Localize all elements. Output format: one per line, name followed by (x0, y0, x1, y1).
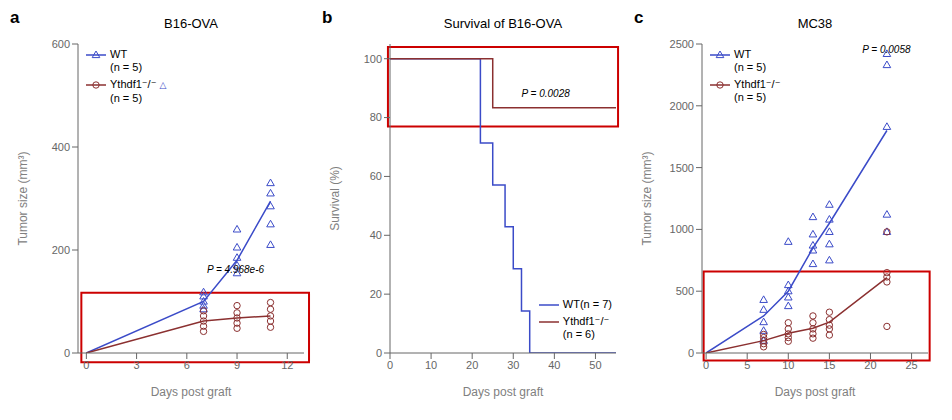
svg-text:9: 9 (234, 359, 240, 371)
svg-text:0: 0 (64, 347, 70, 359)
svg-text:0: 0 (703, 359, 709, 371)
svg-text:P = 0.0058: P = 0.0058 (862, 44, 911, 55)
svg-text:15: 15 (823, 359, 835, 371)
svg-text:500: 500 (676, 285, 694, 297)
html-text:Ythdf1⁻/⁻ △: Ythdf1⁻/⁻ △ (110, 78, 167, 90)
html-text:(n = 6): (n = 6) (562, 328, 595, 340)
html-text:c: c (634, 8, 644, 27)
html-text:MC38: MC38 (797, 16, 833, 31)
html-text:WT: WT (734, 48, 752, 60)
svg-text:200: 200 (52, 244, 70, 256)
svg-text:100: 100 (364, 53, 382, 65)
svg-text:3: 3 (134, 359, 140, 371)
svg-text:0: 0 (376, 347, 382, 359)
html-text:a: a (10, 8, 20, 27)
html-text:Ythdf1⁻/⁻: Ythdf1⁻/⁻ (562, 315, 610, 327)
svg-text:0: 0 (688, 347, 694, 359)
svg-text:20: 20 (864, 359, 876, 371)
svg-text:5: 5 (744, 359, 750, 371)
svg-text:10: 10 (425, 359, 437, 371)
svg-text:40: 40 (370, 229, 382, 241)
svg-text:Days post graft: Days post graft (151, 385, 232, 399)
html-text:(n = 5): (n = 5) (110, 92, 143, 104)
html-text:WT: WT (110, 48, 128, 60)
svg-text:Days post graft: Days post graft (463, 385, 544, 399)
svg-text:Days post graft: Days post graft (775, 385, 856, 399)
svg-text:Survival (%): Survival (%) (328, 166, 342, 231)
svg-text:Tumor size (mm³): Tumor size (mm³) (16, 151, 30, 245)
svg-text:0: 0 (83, 359, 89, 371)
svg-text:2500: 2500 (670, 38, 694, 50)
html-text:(n = 5): (n = 5) (110, 61, 143, 73)
svg-text:10: 10 (782, 359, 794, 371)
svg-text:20: 20 (466, 359, 478, 371)
svg-text:1500: 1500 (670, 162, 694, 174)
html-text:(n = 5): (n = 5) (734, 91, 767, 103)
svg-text:60: 60 (370, 170, 382, 182)
html-text:Ythdf1⁻/⁻: Ythdf1⁻/⁻ (734, 78, 781, 90)
svg-text:12: 12 (281, 359, 293, 371)
svg-text:Tumor size (mm³): Tumor size (mm³) (640, 151, 654, 245)
svg-text:0: 0 (387, 359, 393, 371)
svg-text:80: 80 (370, 111, 382, 123)
svg-text:1000: 1000 (670, 223, 694, 235)
svg-text:20: 20 (370, 288, 382, 300)
svg-text:30: 30 (507, 359, 519, 371)
svg-text:50: 50 (589, 359, 601, 371)
html-text:b: b (322, 8, 333, 27)
svg-text:P = 0.0028: P = 0.0028 (521, 88, 570, 99)
svg-text:25: 25 (905, 359, 917, 371)
html-text:Survival of B16-OVA: Survival of B16-OVA (443, 16, 563, 31)
html-text:(n = 5): (n = 5) (734, 61, 767, 73)
svg-text:400: 400 (52, 141, 70, 153)
svg-text:600: 600 (52, 38, 70, 50)
svg-text:2000: 2000 (670, 100, 694, 112)
svg-text:P = 4.968e-6: P = 4.968e-6 (207, 264, 265, 275)
svg-text:40: 40 (548, 359, 560, 371)
html-text:WT(n = 7): WT(n = 7) (562, 298, 612, 310)
html-text:B16-OVA: B16-OVA (164, 16, 218, 31)
svg-text:6: 6 (184, 359, 190, 371)
